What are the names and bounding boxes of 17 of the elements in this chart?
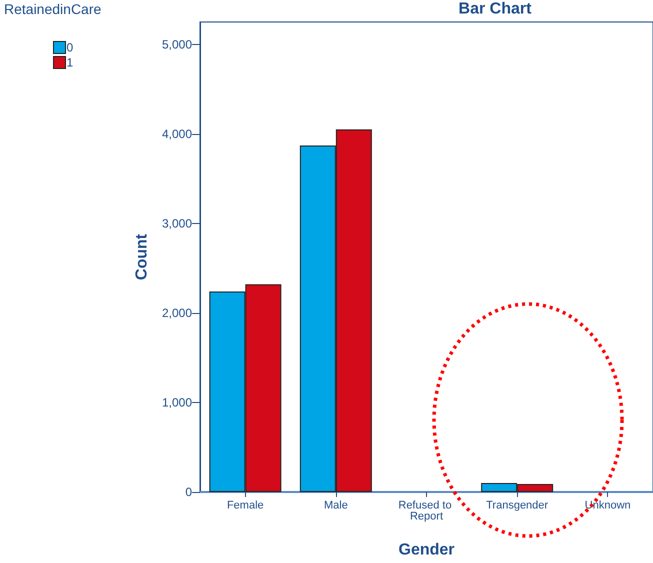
y-tick-label: 1,000	[162, 395, 192, 410]
x-tick-label: Male	[324, 500, 348, 512]
legend-title: RetainedinCare	[4, 1, 102, 17]
legend-label: 1	[66, 56, 74, 70]
y-axis-title: Count	[134, 233, 150, 280]
x-tick-label: Female	[226, 500, 264, 512]
x-axis-title: Gender	[398, 542, 455, 558]
x-tick-label: Refused to Report	[398, 500, 455, 522]
y-tick-label: 0	[185, 485, 192, 499]
y-tick-label: 3,000	[162, 216, 192, 230]
y-tick-label: 2,000	[162, 306, 192, 320]
y-tick-label: 5,000	[162, 37, 192, 52]
y-tick-label: 4,000	[162, 126, 192, 141]
legend-label: 0	[66, 40, 74, 54]
x-tick-label: Transgender	[486, 500, 548, 512]
x-tick-label: Unknown	[584, 500, 631, 512]
chart-title: Bar Chart	[458, 0, 532, 18]
